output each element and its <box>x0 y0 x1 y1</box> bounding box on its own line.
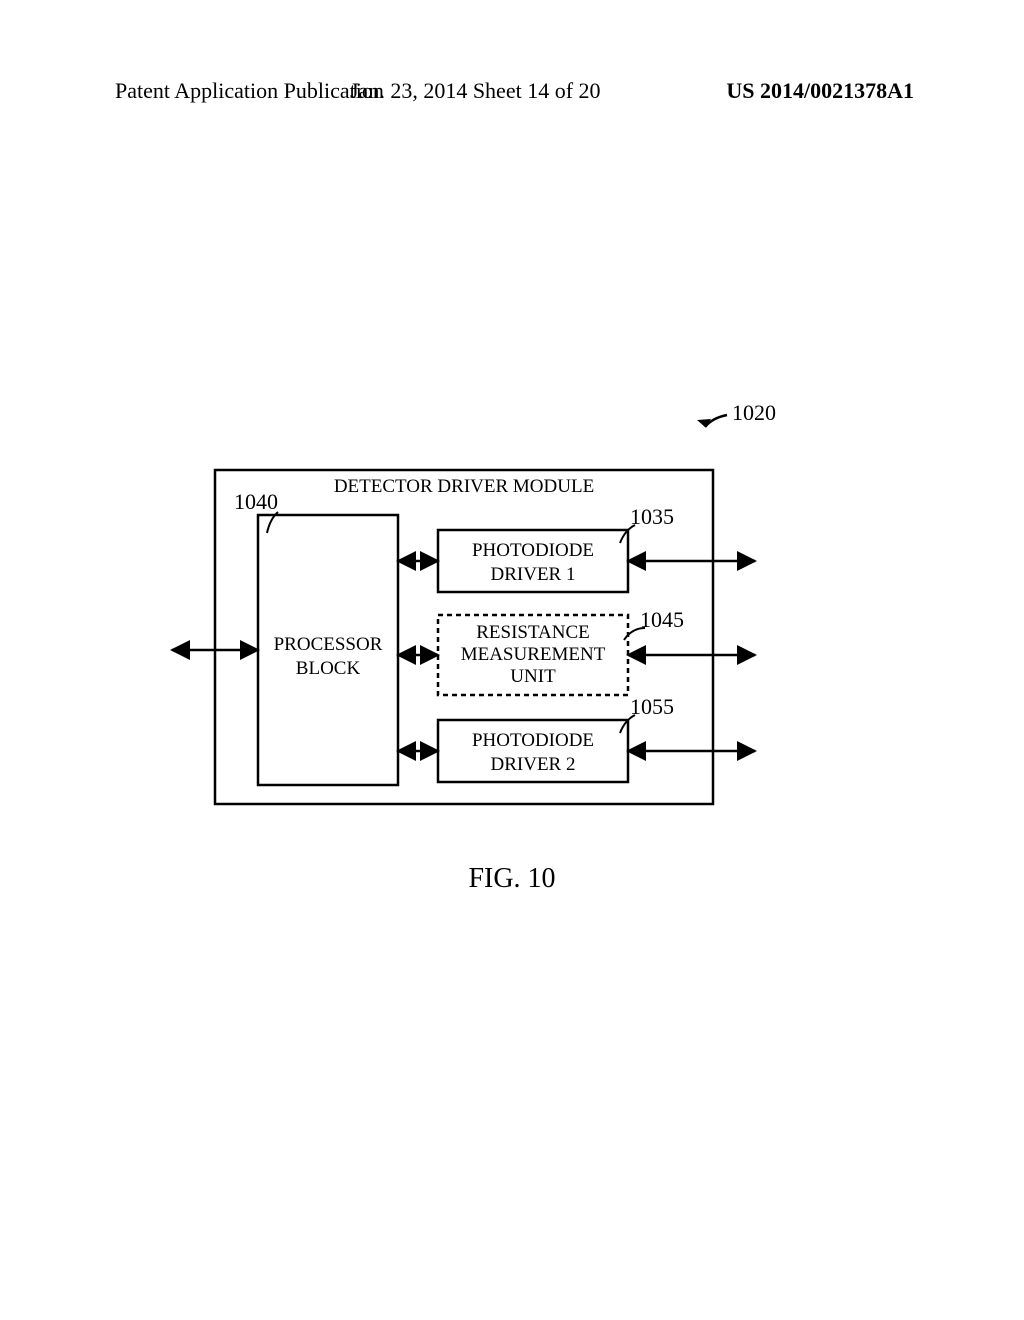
figure-caption: FIG. 10 <box>0 863 1024 895</box>
module-title: DETECTOR DRIVER MODULE <box>334 476 594 497</box>
ref-1020: 1020 <box>697 400 776 427</box>
rmu-label-3: UNIT <box>510 666 556 687</box>
pd2-label-2: DRIVER 2 <box>491 754 576 775</box>
pd1-label-2: DRIVER 1 <box>491 564 576 585</box>
rmu-label-1: RESISTANCE <box>476 622 590 643</box>
rmu-label-2: MEASUREMENT <box>461 644 606 665</box>
processor-label-2: BLOCK <box>296 658 361 679</box>
ref-1040: 1040 <box>234 489 278 533</box>
block-diagram: 1020 DETECTOR DRIVER MODULE PROCESSOR BL… <box>0 0 1024 1320</box>
ref-1045-label: 1045 <box>640 607 684 632</box>
processor-label-1: PROCESSOR <box>274 634 383 655</box>
ref-1035-label: 1035 <box>630 504 674 529</box>
pd2-label-1: PHOTODIODE <box>472 730 594 751</box>
ref-1055-label: 1055 <box>630 694 674 719</box>
ref-1040-label: 1040 <box>234 489 278 514</box>
pd1-label-1: PHOTODIODE <box>472 540 594 561</box>
ref-1020-label: 1020 <box>732 400 776 425</box>
ref-1045: 1045 <box>624 607 684 640</box>
